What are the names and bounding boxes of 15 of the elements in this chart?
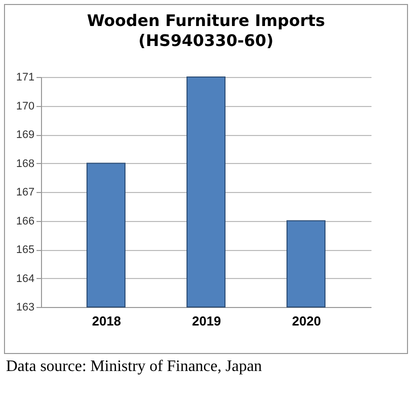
x-tick-label: 2020 [292,314,321,328]
y-tick-label: 163 [16,302,34,314]
y-tick-label: 166 [16,215,34,228]
chart-subtitle: (HS940330-60) [138,31,274,50]
y-tick-label: 164 [16,272,34,285]
y-tick-label: 169 [16,129,34,141]
y-tick-label: 171 [16,72,34,84]
x-tick-label: 2018 [92,314,121,328]
x-tick-label: 2019 [192,314,221,328]
y-tick-label: 167 [16,186,34,198]
y-tick-label: 165 [16,244,34,256]
source-note: Data source: Ministry of Finance, Japan [6,358,262,376]
y-tick-label: 168 [16,158,34,170]
y-tick-label: 170 [16,100,34,112]
chart-title: Wooden Furniture Imports [86,11,326,30]
